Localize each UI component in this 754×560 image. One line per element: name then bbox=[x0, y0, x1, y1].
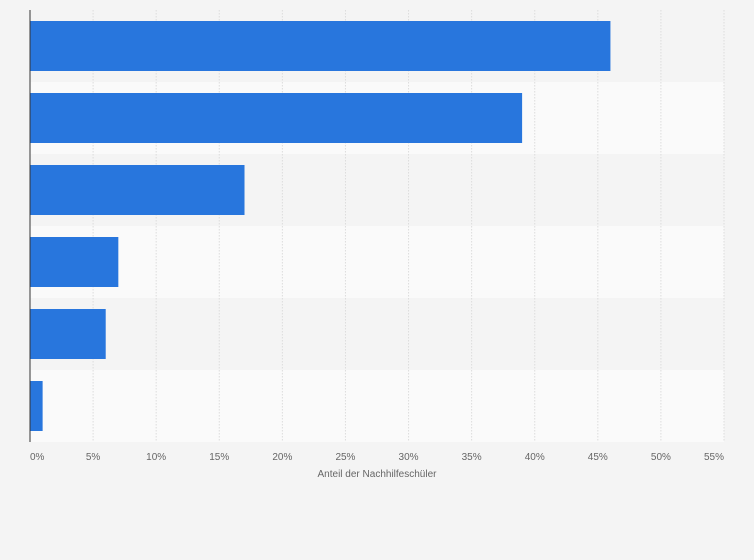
x-tick-labels: 0% 5% 10% 15% 20% 25% 30% 35% 40% 45% 50% 55% bbox=[30, 452, 724, 463]
x-tick-label: 45% bbox=[588, 452, 608, 463]
x-tick-label: 35% bbox=[462, 452, 482, 463]
x-tick-label: 20% bbox=[272, 452, 292, 463]
bars bbox=[30, 21, 611, 431]
bar[interactable] bbox=[30, 21, 611, 71]
x-axis-title: Anteil der Nachhilfeschüler bbox=[318, 469, 438, 480]
x-tick-label: 50% bbox=[651, 452, 671, 463]
x-tick-label: 55% bbox=[704, 452, 724, 463]
x-tick-label: 5% bbox=[86, 452, 101, 463]
row-band bbox=[30, 298, 724, 370]
row-band bbox=[30, 226, 724, 298]
x-tick-label: 40% bbox=[525, 452, 545, 463]
row-bands bbox=[30, 10, 724, 442]
x-tick-label: 10% bbox=[146, 452, 166, 463]
x-tick-label: 15% bbox=[209, 452, 229, 463]
bar[interactable] bbox=[30, 93, 523, 143]
bar[interactable] bbox=[30, 381, 43, 431]
x-tick-label: 0% bbox=[30, 452, 45, 463]
bar[interactable] bbox=[30, 237, 119, 287]
bar[interactable] bbox=[30, 165, 245, 215]
x-tick-label: 25% bbox=[335, 452, 355, 463]
gridlines bbox=[92, 10, 725, 442]
x-tick-label: 30% bbox=[399, 452, 419, 463]
row-band bbox=[30, 370, 724, 442]
bar[interactable] bbox=[30, 309, 106, 359]
